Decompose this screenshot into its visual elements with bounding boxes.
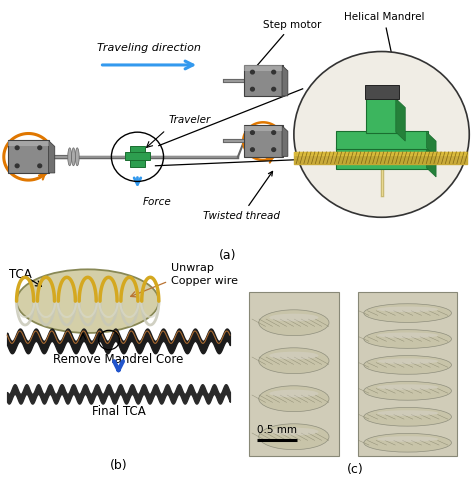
Text: (a): (a)	[219, 249, 236, 262]
Text: TCA: TCA	[9, 268, 31, 281]
Text: 0.5 mm: 0.5 mm	[257, 425, 297, 435]
Ellipse shape	[259, 386, 329, 412]
FancyBboxPatch shape	[244, 65, 282, 71]
FancyBboxPatch shape	[125, 152, 150, 160]
Text: Helical Mandrel: Helical Mandrel	[344, 12, 424, 103]
Circle shape	[251, 87, 255, 91]
Polygon shape	[282, 126, 288, 156]
Ellipse shape	[364, 330, 451, 348]
Text: Remove Mandrel Core: Remove Mandrel Core	[53, 353, 184, 366]
Circle shape	[251, 148, 255, 152]
Text: (b): (b)	[109, 459, 128, 472]
Circle shape	[251, 70, 255, 74]
FancyBboxPatch shape	[8, 140, 49, 173]
Ellipse shape	[377, 307, 438, 312]
Circle shape	[15, 164, 19, 168]
FancyBboxPatch shape	[244, 125, 283, 157]
Polygon shape	[427, 132, 436, 157]
Text: Twisted thread: Twisted thread	[203, 171, 280, 221]
Ellipse shape	[259, 348, 329, 373]
FancyBboxPatch shape	[358, 292, 457, 456]
FancyBboxPatch shape	[336, 131, 428, 149]
Text: Step motor: Step motor	[247, 20, 321, 77]
Circle shape	[272, 131, 275, 134]
Ellipse shape	[377, 384, 438, 390]
Text: Force: Force	[143, 197, 172, 207]
Ellipse shape	[269, 352, 319, 360]
FancyBboxPatch shape	[244, 65, 283, 96]
Circle shape	[15, 146, 19, 150]
Ellipse shape	[75, 148, 79, 166]
Ellipse shape	[72, 148, 75, 166]
FancyBboxPatch shape	[336, 147, 428, 169]
Ellipse shape	[269, 313, 319, 322]
Text: Final TCA: Final TCA	[91, 405, 146, 418]
Ellipse shape	[377, 333, 438, 338]
Ellipse shape	[259, 424, 329, 450]
Ellipse shape	[68, 148, 72, 166]
Circle shape	[38, 164, 42, 168]
Ellipse shape	[294, 51, 469, 217]
Polygon shape	[282, 65, 288, 96]
Polygon shape	[48, 141, 55, 173]
Ellipse shape	[377, 410, 438, 416]
Ellipse shape	[377, 436, 438, 442]
Text: Traveler: Traveler	[168, 116, 210, 125]
Circle shape	[272, 148, 275, 152]
Circle shape	[38, 146, 42, 150]
Ellipse shape	[364, 356, 451, 374]
FancyBboxPatch shape	[130, 146, 145, 167]
FancyBboxPatch shape	[365, 84, 399, 99]
Ellipse shape	[269, 390, 319, 397]
FancyBboxPatch shape	[244, 126, 282, 132]
Circle shape	[251, 131, 255, 134]
Circle shape	[272, 87, 275, 91]
Text: Unwrap
Copper wire: Unwrap Copper wire	[171, 264, 237, 286]
Circle shape	[272, 70, 275, 74]
Ellipse shape	[269, 428, 319, 435]
Polygon shape	[396, 98, 405, 141]
Text: Traveling direction: Traveling direction	[97, 43, 201, 53]
Ellipse shape	[364, 382, 451, 400]
Polygon shape	[427, 148, 436, 177]
FancyBboxPatch shape	[249, 292, 339, 456]
Ellipse shape	[364, 304, 451, 323]
Ellipse shape	[364, 408, 451, 426]
Ellipse shape	[259, 310, 329, 336]
Ellipse shape	[17, 269, 159, 333]
Ellipse shape	[377, 359, 438, 364]
FancyBboxPatch shape	[8, 141, 48, 146]
Ellipse shape	[364, 433, 451, 452]
Text: (c): (c)	[347, 463, 364, 476]
FancyBboxPatch shape	[366, 97, 397, 133]
